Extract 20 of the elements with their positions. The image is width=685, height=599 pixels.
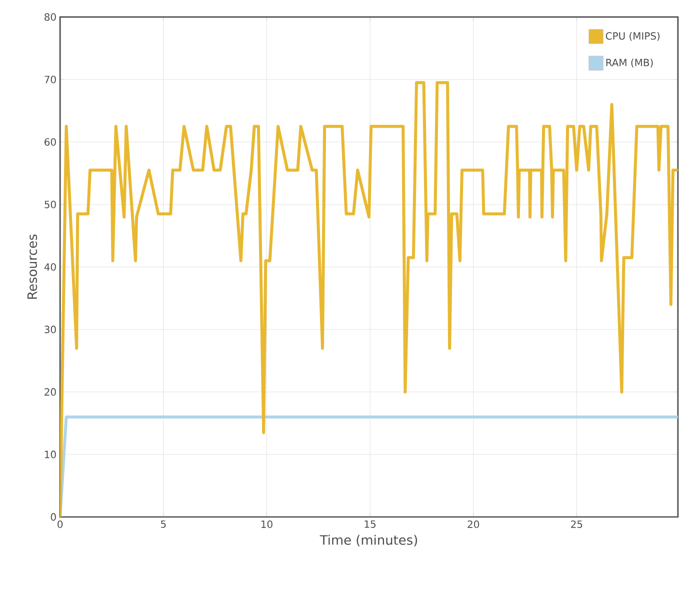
legend-label: CPU (MIPS) xyxy=(606,32,660,41)
line-series xyxy=(60,81,678,518)
legend-label: RAM (MB) xyxy=(606,58,653,68)
x-tick-label: 25 xyxy=(571,520,582,528)
y-tick-label: 0 xyxy=(50,513,56,521)
x-tick-label: 20 xyxy=(468,520,480,528)
y-tick-label: 20 xyxy=(44,388,56,396)
y-tick-label: 70 xyxy=(44,76,56,84)
y-tick-label: 30 xyxy=(44,326,56,334)
y-tick-label: 40 xyxy=(44,263,56,271)
x-axis-title: Time (minutes) xyxy=(320,534,418,546)
y-tick-label: 60 xyxy=(44,138,56,146)
y-axis-title: Resources xyxy=(27,234,38,299)
x-tick-label: 5 xyxy=(161,520,166,528)
y-tick-label: 80 xyxy=(44,13,56,21)
y-tick-label: 10 xyxy=(44,450,56,458)
x-tick-label: 10 xyxy=(261,520,272,528)
x-tick-label: 0 xyxy=(58,520,63,528)
x-tick-label: 15 xyxy=(364,520,376,528)
y-tick-label: 50 xyxy=(44,200,56,208)
